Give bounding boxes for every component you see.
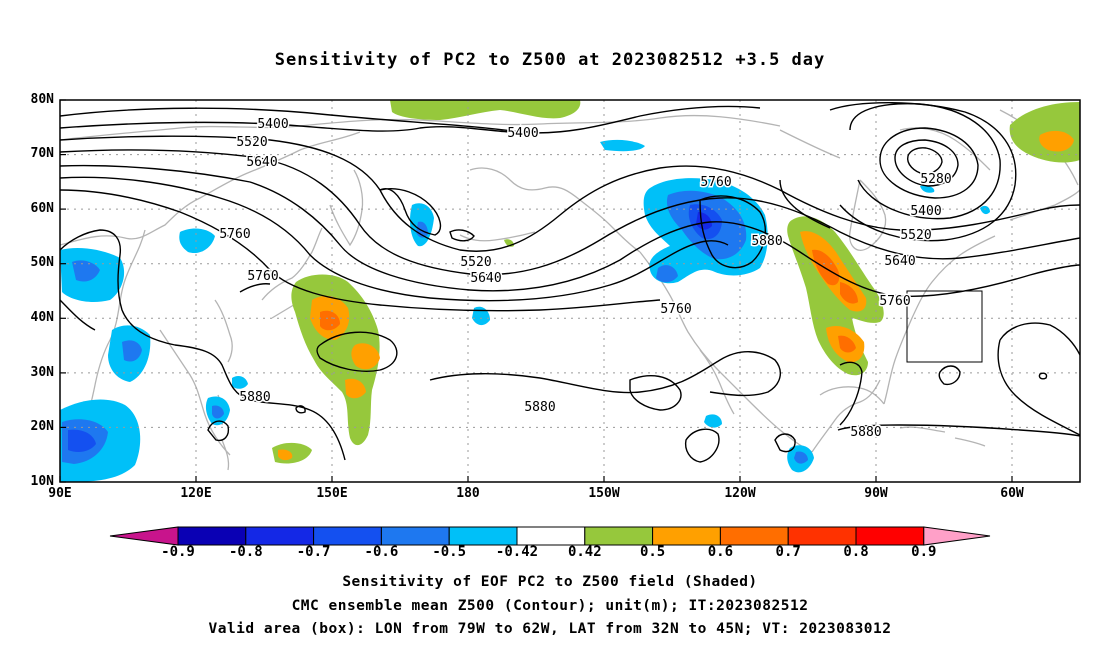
contour-labels: 5400 5520 5640 5400 5520 5640 5760 5760 … <box>218 116 953 442</box>
contour-label: 5880 <box>751 234 782 249</box>
contour-label: 5400 <box>257 117 288 132</box>
colorbar-segment <box>855 526 925 546</box>
contour-label: 5520 <box>460 255 491 270</box>
lon-tick-label: 90E <box>48 486 72 501</box>
lat-tick-label: 10N <box>30 474 54 489</box>
colorbar-label: 0.9 <box>911 544 937 560</box>
contour-label: 5400 <box>910 204 941 219</box>
colorbar-label: 0.6 <box>707 544 734 560</box>
lat-tick-label: 30N <box>30 365 54 380</box>
valid-area-box <box>906 290 983 363</box>
contour-label: 5760 <box>660 302 691 317</box>
colorbar-segment <box>245 526 315 546</box>
contour-label: 5520 <box>236 135 267 150</box>
colorbar-segment <box>177 526 247 546</box>
colorbar-label: -0.5 <box>432 544 467 560</box>
colorbar-label: 0.5 <box>639 544 666 560</box>
lon-tick-label: 180 <box>456 486 480 501</box>
plot-title: Sensitivity of PC2 to Z500 at 2023082512… <box>274 50 826 70</box>
contour-label: 5640 <box>470 271 501 286</box>
colorbar-label: -0.9 <box>161 544 195 560</box>
colorbar <box>109 526 991 546</box>
map-frame <box>59 99 1081 483</box>
colorbar-segment <box>652 526 721 546</box>
lon-tick-label: 60W <box>1000 486 1024 501</box>
sensitivity-shading <box>60 100 1080 482</box>
contour-label: 5760 <box>219 227 250 242</box>
contour-label: 5880 <box>850 425 881 440</box>
lon-tick-label: 120E <box>180 486 212 501</box>
contour-label: 5640 <box>884 254 915 269</box>
colorbar-segment <box>313 526 382 546</box>
colorbar-label: 0.42 <box>567 544 602 560</box>
lat-tick-label: 60N <box>30 201 54 216</box>
lat-tick-label: 40N <box>30 310 54 325</box>
colorbar-low-triangle <box>109 526 179 546</box>
colorbar-segment <box>719 526 789 546</box>
contour-label: 5520 <box>900 228 931 243</box>
contour-label: 5880 <box>239 390 270 405</box>
colorbar-label: -0.42 <box>495 544 539 560</box>
colorbar-label: -0.7 <box>296 544 331 560</box>
contour-label: 5760 <box>247 269 278 284</box>
lat-tick-label: 50N <box>30 255 54 270</box>
contour-label: 5400 <box>507 126 538 141</box>
colorbar-label: 0.8 <box>843 544 869 560</box>
contour-label: 5640 <box>246 155 277 170</box>
contour-label: 5760 <box>700 175 731 190</box>
colorbar-segment <box>448 526 518 546</box>
lon-tick-label: 120W <box>724 486 756 501</box>
z500-contours <box>60 102 1080 463</box>
caption-shaded: Sensitivity of EOF PC2 to Z500 field (Sh… <box>342 574 758 590</box>
lat-tick-label: 20N <box>30 419 54 434</box>
caption-contour: CMC ensemble mean Z500 (Contour); unit(m… <box>291 598 809 614</box>
colorbar-label: -0.8 <box>228 544 263 560</box>
contour-label: 5760 <box>879 294 910 309</box>
colorbar-segment <box>380 526 450 546</box>
colorbar-label: 0.7 <box>775 544 801 560</box>
colorbar-high-triangle <box>923 526 991 546</box>
colorbar-segment <box>584 526 654 546</box>
lat-tick-label: 70N <box>30 146 54 161</box>
caption-valid-area: Valid area (box): LON from 79W to 62W, L… <box>208 621 892 637</box>
colorbar-segment <box>516 526 586 546</box>
lat-tick-label: 80N <box>30 92 54 107</box>
contour-label: 5280 <box>920 172 951 187</box>
colorbar-segment <box>787 526 857 546</box>
colorbar-label: -0.6 <box>364 544 399 560</box>
lon-tick-label: 90W <box>864 486 888 501</box>
lon-tick-label: 150W <box>588 486 620 501</box>
tick-marks <box>59 99 1013 483</box>
contour-label: 5880 <box>524 400 555 415</box>
lon-tick-label: 150E <box>316 486 348 501</box>
